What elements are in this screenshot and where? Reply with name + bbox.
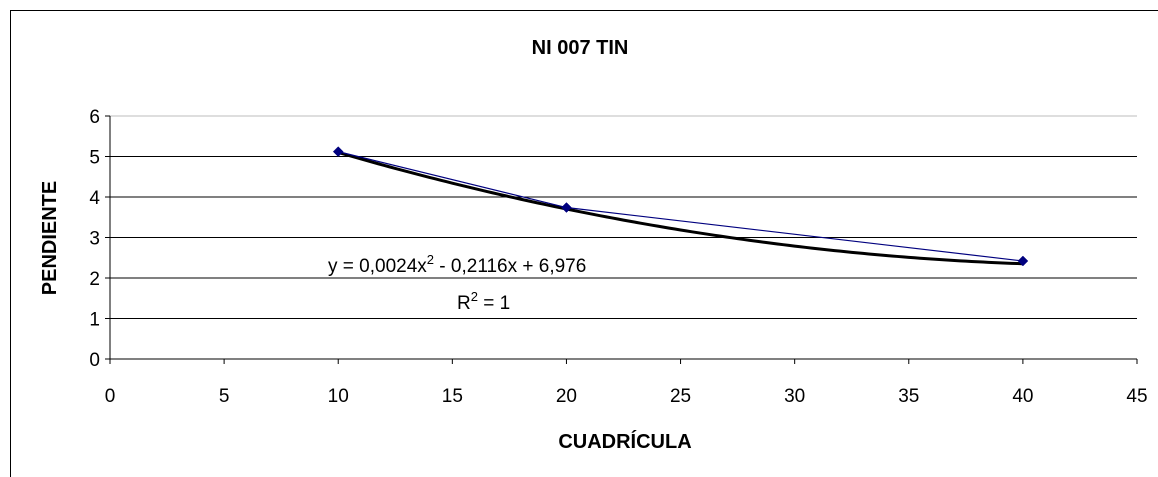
- equation-prefix: y = 0,0024x: [328, 256, 427, 277]
- y-tick-label-5: 5: [89, 148, 100, 169]
- trendline: [337, 151, 1023, 266]
- y-tick-label-2: 2: [89, 269, 100, 290]
- x-tick-label-10: 10: [328, 386, 349, 407]
- equation-suffix: - 0,2116x + 6,976: [434, 256, 586, 277]
- data-point-10: [332, 146, 344, 157]
- trendline-equation: y = 0,0024x2 - 0,2116x + 6,976: [328, 252, 586, 277]
- series-group: [332, 146, 1029, 267]
- y-axis-title: PENDIENTE: [39, 181, 61, 295]
- r-squared: R2 = 1: [457, 289, 510, 314]
- x-axis-title: CUADRÍCULA: [558, 430, 691, 453]
- x-tick-label-20: 20: [556, 386, 577, 407]
- y-tick-label-6: 6: [89, 107, 100, 128]
- r2-suffix: = 1: [478, 293, 510, 314]
- x-tick-label-45: 45: [1126, 386, 1147, 407]
- x-tick-labels: 0 5 10 15 20 25 30 35 40 45: [105, 386, 1148, 407]
- chart-frame: [10, 10, 1158, 477]
- y-tick-label-0: 0: [89, 350, 100, 371]
- y-tick-labels: 0 1 2 3 4 5 6: [89, 107, 100, 371]
- grid-lines: [110, 115, 1137, 319]
- x-tick-label-35: 35: [898, 386, 919, 407]
- x-tick-label-25: 25: [670, 386, 691, 407]
- chart-title: NI 007 TIN: [532, 37, 629, 59]
- data-point-20: [561, 202, 572, 213]
- x-tick-label-5: 5: [219, 386, 230, 407]
- y-tick-label-1: 1: [89, 310, 100, 331]
- y-tick-label-3: 3: [89, 229, 100, 250]
- data-point-40: [1017, 255, 1029, 267]
- r2-exponent: 2: [471, 289, 478, 304]
- x-tick-label-0: 0: [105, 386, 116, 407]
- x-tick-label-30: 30: [784, 386, 805, 407]
- r2-prefix: R: [457, 293, 471, 314]
- x-tick-label-15: 15: [442, 386, 463, 407]
- axes: [105, 115, 1138, 364]
- series-line: [338, 151, 1023, 262]
- x-tick-label-40: 40: [1012, 386, 1033, 407]
- y-tick-label-4: 4: [89, 188, 100, 209]
- equation-exponent: 2: [427, 252, 434, 267]
